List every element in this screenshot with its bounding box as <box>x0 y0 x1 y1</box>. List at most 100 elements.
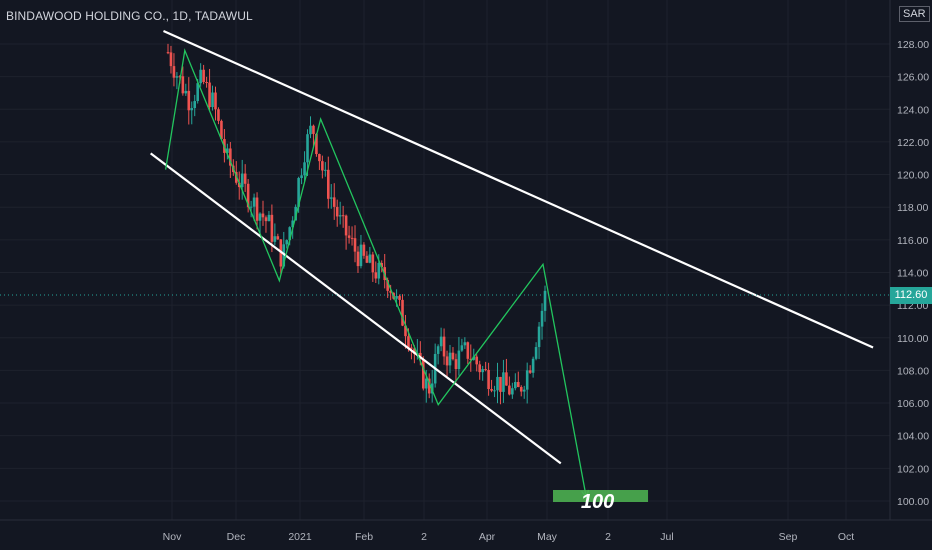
candle-body <box>306 134 309 163</box>
target-box[interactable]: 100 <box>553 490 649 513</box>
candle-body <box>285 240 289 245</box>
target-rect[interactable] <box>553 490 649 502</box>
grid-lines <box>0 0 890 520</box>
candle-body <box>344 215 348 236</box>
candle-body <box>261 213 265 218</box>
candle-body <box>217 109 220 121</box>
channel-lines[interactable] <box>150 29 874 465</box>
candle-body <box>214 92 217 110</box>
x-tick-label: Sep <box>779 531 798 543</box>
candle-body <box>226 148 229 153</box>
target-label: 100 <box>581 491 614 513</box>
y-tick-label: 110.00 <box>897 333 928 345</box>
candle-body <box>531 358 535 373</box>
candle-body <box>237 182 241 188</box>
candle-body <box>377 263 381 279</box>
candle-body <box>329 197 333 199</box>
y-axis-panel[interactable] <box>890 0 932 550</box>
x-tick-label: 2 <box>421 531 427 543</box>
candle-body <box>540 310 544 327</box>
candle-body <box>258 213 262 221</box>
candle-body <box>499 376 502 392</box>
candle-body <box>220 120 223 140</box>
x-tick-label: 2021 <box>288 531 312 543</box>
wave-path-line[interactable] <box>164 48 587 498</box>
x-tick-label: 2 <box>605 531 611 543</box>
candle-body <box>493 390 496 392</box>
candle-body <box>359 244 363 267</box>
candle-body <box>332 197 336 207</box>
candle-body <box>407 336 410 348</box>
chart-title: BINDAWOOD HOLDING CO., 1D, TADAWUL <box>6 9 253 23</box>
candle-body <box>187 90 191 111</box>
candle-body <box>362 244 366 256</box>
candle-body <box>421 359 425 389</box>
y-tick-label: 102.00 <box>897 463 929 475</box>
candle-body <box>436 346 440 354</box>
candle-body <box>246 183 250 208</box>
candle-body <box>297 178 300 207</box>
candle-body <box>445 356 449 366</box>
candle-body <box>475 356 479 365</box>
candle-body <box>252 197 256 207</box>
y-tick-label: 128.00 <box>897 39 929 51</box>
candle-body <box>487 369 490 390</box>
candle-body <box>326 169 330 199</box>
candle-body <box>427 378 431 394</box>
candle-body <box>395 296 398 299</box>
currency-badge[interactable]: SAR <box>899 6 930 22</box>
candle-body <box>267 214 271 222</box>
candle-body <box>496 376 499 391</box>
candle-body <box>169 52 173 67</box>
x-axis[interactable]: Nov Dec 2021 Feb 2 Apr May 2 Jul Sep Oct <box>0 519 932 543</box>
candle-body <box>502 372 505 392</box>
candle-body <box>273 236 277 242</box>
candle-body <box>324 169 327 171</box>
candle-body <box>442 336 446 357</box>
candle-body <box>193 101 197 109</box>
candle-body <box>196 83 199 102</box>
channel-upper-line[interactable] <box>163 29 874 349</box>
candle-body <box>410 347 413 349</box>
channel-lower-line[interactable] <box>150 152 562 465</box>
candle-body <box>386 280 389 291</box>
candle-body <box>454 359 458 370</box>
candle-body <box>335 206 339 217</box>
candle-body <box>249 206 253 208</box>
candle-body <box>276 236 280 240</box>
candle-body <box>516 382 520 388</box>
candle-body <box>255 197 259 221</box>
candle-body <box>208 82 211 108</box>
candle-body <box>401 299 404 326</box>
y-tick-label: 108.00 <box>897 365 929 377</box>
candle-body <box>481 369 484 373</box>
candle-body <box>448 352 452 366</box>
candle-body <box>264 217 268 222</box>
candle-body <box>534 347 538 359</box>
candle-body <box>309 125 312 135</box>
candle-body <box>282 244 286 267</box>
last-price-label: 112.60 <box>890 287 932 304</box>
candle-body <box>457 350 461 370</box>
candle-body <box>184 90 188 94</box>
candle-body <box>199 69 202 84</box>
candle-body <box>318 154 321 162</box>
candle-body <box>490 389 493 391</box>
candle-body <box>371 254 375 273</box>
candle-body <box>347 235 351 238</box>
candle-body <box>312 125 315 134</box>
candle-body <box>288 227 292 241</box>
candle-body <box>424 378 428 389</box>
candle-body <box>519 387 523 392</box>
candle-body <box>321 161 324 171</box>
candle-body <box>398 296 401 300</box>
y-axis[interactable]: 100.00 102.00 104.00 106.00 108.00 110.00 112.… <box>889 0 932 550</box>
candle-body <box>294 206 297 221</box>
candle-body <box>525 370 529 390</box>
candle-body <box>243 173 247 184</box>
candle-body <box>463 342 467 346</box>
candle-body <box>380 263 384 268</box>
candle-body <box>404 325 407 337</box>
x-tick-label: Nov <box>163 531 182 543</box>
